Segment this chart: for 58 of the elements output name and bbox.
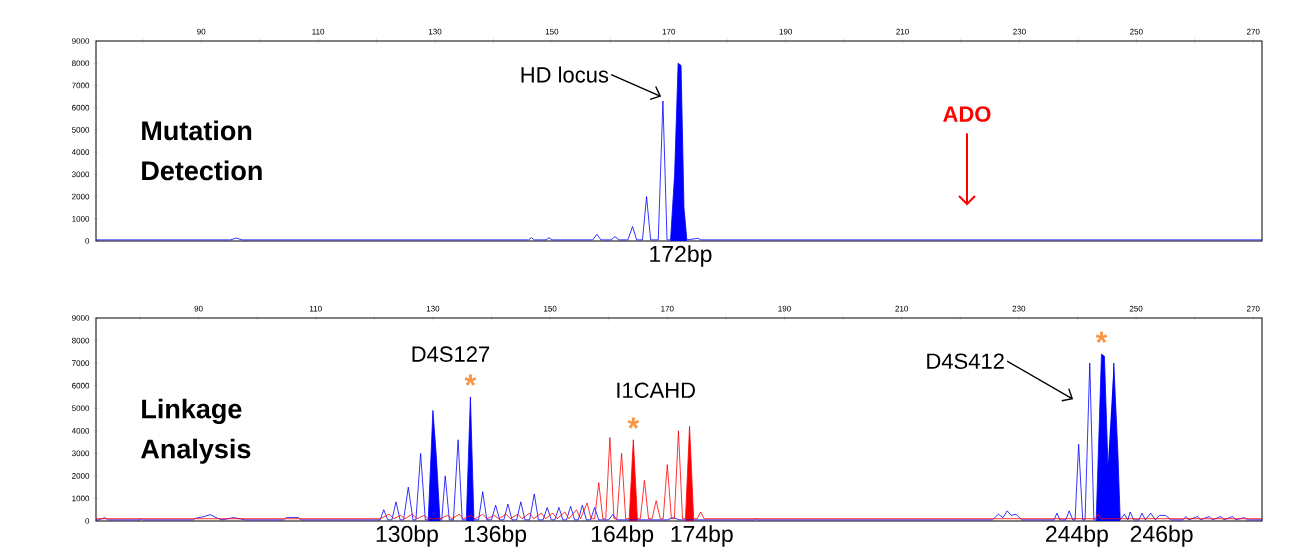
x-tick-label: 210	[895, 305, 909, 312]
x-tick-label: 230	[1013, 28, 1026, 35]
y-tick-label: 9000	[72, 38, 90, 44]
y-tick-label: 3000	[71, 450, 90, 457]
y-tick-label: 2000	[72, 193, 90, 200]
annotation: 136bp	[464, 525, 527, 547]
x-tick-label: 190	[779, 28, 793, 35]
y-tick-label: 2000	[72, 473, 90, 479]
y-tick-label: 3000	[71, 171, 90, 178]
y-tick-label: 1000	[72, 495, 90, 502]
x-tick-label: 130	[428, 28, 442, 35]
annotation: *	[1095, 331, 1108, 343]
y-tick-label: 0	[85, 238, 90, 244]
y-tick-label: 9000	[72, 315, 90, 321]
annotation: *	[627, 417, 640, 429]
y-tick-label: 8000	[72, 60, 90, 67]
y-tick-label: 8000	[72, 337, 90, 344]
y-tick-label: 5000	[71, 127, 90, 133]
annotation: 130bp	[376, 525, 438, 547]
annotation: Mutation Detection	[142, 120, 262, 181]
x-tick-label: 90	[197, 28, 206, 35]
y-tick-label: 4000	[71, 149, 90, 155]
x-tick-label: 250	[1129, 305, 1143, 312]
x-tick-label: 230	[1012, 305, 1026, 312]
annotation: 164bp	[591, 525, 654, 547]
annotation: *	[464, 374, 477, 386]
x-tick-label: 150	[544, 305, 557, 312]
y-tick-label: 7000	[72, 82, 90, 89]
x-tick-label: 270	[1246, 28, 1260, 35]
x-tick-label: 110	[309, 305, 322, 312]
y-tick-label: 6000	[72, 382, 90, 389]
annotation: 246bp	[1130, 525, 1193, 547]
annotation: D4S412	[927, 353, 1004, 369]
y-tick-label: 4000	[71, 427, 90, 434]
annotation: 174bp	[671, 525, 733, 547]
y-tick-label: 1000	[72, 215, 90, 222]
x-tick-label: 90	[194, 305, 203, 312]
x-tick-label: 110	[312, 28, 325, 35]
line-series	[95, 62, 1263, 241]
x-tick-label: 210	[896, 28, 909, 35]
y-tick-label: 0	[85, 518, 90, 524]
annotation: 244bp	[1046, 525, 1108, 547]
x-tick-label: 190	[778, 305, 791, 312]
x-tick-label: 150	[545, 28, 559, 35]
x-tick-label: 270	[1246, 305, 1260, 312]
annotation: Linkage Analysis	[141, 398, 251, 464]
x-tick-label: 170	[661, 305, 674, 312]
y-tick-label: 7000	[72, 360, 90, 366]
annotation: HD locus	[521, 66, 609, 83]
annotation: ADO	[943, 106, 991, 122]
x-tick-label: 130	[426, 305, 440, 312]
y-tick-label: 5000	[71, 405, 90, 412]
annotation: I1CAHD	[617, 382, 695, 399]
annotation: D4S127	[412, 346, 490, 362]
annotation: 172bp	[650, 245, 712, 267]
y-tick-label: 6000	[72, 104, 90, 111]
x-tick-label: 250	[1130, 28, 1143, 35]
x-tick-label: 170	[662, 28, 676, 35]
